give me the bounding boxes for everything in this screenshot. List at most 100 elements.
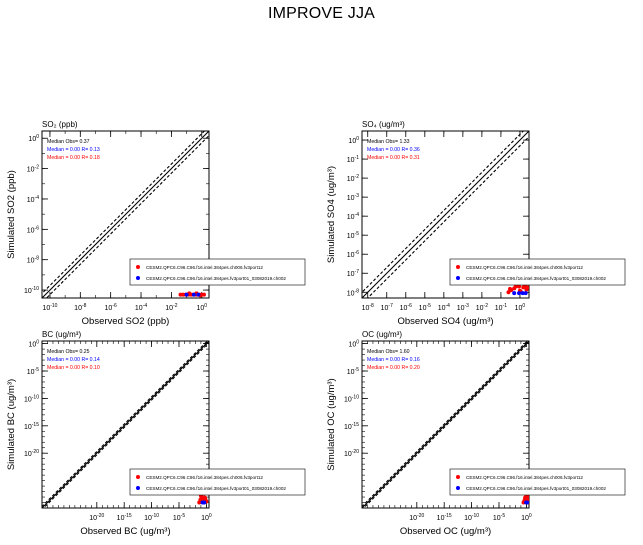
legend-entry-model2: CESM2.QPC6.C96.C96.f16.intel.384pes.fv3p… (466, 276, 606, 281)
x-tick-label: 10-20 (89, 513, 104, 522)
y-tick-label: 10-5 (347, 367, 359, 376)
model2-point (523, 291, 528, 296)
model1-point (203, 496, 208, 501)
x-tick-label: 100 (196, 303, 207, 312)
chart-title: SO₂ (ppb) (42, 120, 78, 129)
model1-point (525, 285, 529, 290)
y-tick-label: 100 (28, 134, 39, 143)
model2-point (520, 291, 525, 296)
x-tick-label: 10-6 (105, 303, 117, 312)
x-tick-label: 10-5 (173, 513, 185, 522)
chart-so2: 10-10 10-8 10-6 10-4 10-2 100 10-10 10-8 10-6 10-… (6, 120, 306, 327)
model2-point (184, 292, 189, 297)
legend-marker-model2 (456, 276, 460, 280)
legend-entry-model1: CESM2.QPC6.C96.C96.f16.intel.384pes.ch00… (146, 475, 263, 480)
y-axis-label: Simulated SO2 (ppb) (6, 170, 17, 259)
one-to-two-line (45, 134, 209, 298)
legend-entry-model2: CESM2.QPC6.C96.C96.f16.intel.384pes.fv3p… (466, 486, 606, 491)
legend-entry-model1: CESM2.QPC6.C96.C96.f16.intel.384pes.ch00… (466, 475, 583, 480)
legend-marker-model2 (136, 276, 140, 280)
model1-point (201, 292, 206, 297)
x-axis-label: Observed SO2 (ppb) (82, 316, 170, 327)
y-tick-label: 10-15 (344, 422, 359, 431)
x-tick-label: 10-10 (42, 303, 57, 312)
legend-marker-model1 (456, 265, 460, 269)
legend-marker-model2 (136, 486, 140, 490)
x-tick-label: 10-5 (419, 303, 431, 312)
legend-box (449, 258, 626, 286)
model1-point (506, 290, 511, 295)
legend-entry-model2: CESM2.QPC6.C96.C96.f16.intel.384pes.fv3p… (146, 276, 286, 281)
one-to-two-line (366, 135, 529, 298)
y-tick-label: 100 (348, 340, 359, 349)
y-tick-label: 100 (348, 136, 359, 145)
y-axis-label: Simulated BC (ug/m³) (6, 379, 17, 470)
x-tick-label: 10-8 (362, 303, 374, 312)
one-to-one-line (42, 341, 209, 508)
plot-frame (41, 340, 210, 509)
legend-marker-model2 (456, 486, 460, 490)
legend-entry-model1: CESM2.QPC6.C96.C96.f16.intel.384pes.ch00… (146, 265, 263, 270)
y-tick-label: 10-8 (347, 288, 359, 297)
legend-box (449, 468, 626, 496)
chart-title: BC (ug/m³) (42, 330, 81, 339)
two-to-one-line (362, 341, 529, 508)
x-tick-label: 10-8 (74, 303, 86, 312)
x-tick-label: 10-1 (495, 303, 507, 312)
legend-marker-model1 (456, 475, 460, 479)
x-tick-label: 10-10 (144, 513, 159, 522)
plot-frame (361, 340, 530, 509)
one-to-one-line (42, 131, 209, 298)
model1-point (517, 284, 522, 289)
one-to-one-line (362, 131, 529, 298)
y-tick-label: 10-5 (27, 367, 39, 376)
x-tick-label: 100 (515, 303, 526, 312)
model2-point (525, 500, 529, 505)
chart-so4: 10-8 10-7 10-6 10-5 10-4 10-3 10-2 10-1 100 10-8 1… (326, 120, 626, 327)
x-tick-label: 10-20 (409, 513, 424, 522)
x-tick-label: 10-15 (437, 513, 452, 522)
x-tick-label: 10-4 (135, 303, 147, 312)
y-tick-label: 10-5 (347, 231, 359, 240)
model1-stats-label: Median = 0.00 R= 0.18 (47, 155, 100, 161)
one-to-one-line (362, 341, 529, 508)
chart-title: SO₄ (ug/m³) (362, 120, 405, 129)
y-tick-label: 10-3 (347, 193, 359, 202)
median-obs-label: Median Obs= 0.25 (47, 349, 90, 355)
one-to-two-line (362, 341, 529, 508)
y-tick-label: 10-4 (27, 195, 39, 204)
model2-stats-label: Median = 0.00 R= 0.16 (367, 357, 420, 363)
chart-bc: 10-20 10-15 10-10 10-5 100 10-20 10-15 10-10 10-… (6, 330, 306, 537)
x-tick-label: 10-2 (476, 303, 488, 312)
two-to-one-line (42, 341, 209, 508)
y-tick-label: 10-6 (347, 250, 359, 259)
legend-box (129, 258, 306, 286)
x-tick-label: 10-10 (464, 513, 479, 522)
model2-point (517, 291, 522, 296)
legend-marker-model1 (136, 265, 140, 269)
y-axis-label: Simulated OC (ug/m³) (326, 378, 337, 470)
two-to-one-line (362, 131, 525, 294)
y-tick-label: 10-10 (24, 394, 39, 403)
median-obs-label: Median Obs= 1.60 (367, 349, 410, 355)
y-tick-label: 10-20 (24, 449, 39, 458)
x-tick-label: 100 (521, 513, 532, 522)
y-tick-label: 10-2 (27, 165, 39, 174)
model1-stats-label: Median = 0.00 R= 0.10 (47, 365, 100, 371)
median-obs-label: Median Obs= 0.37 (47, 139, 90, 145)
y-tick-label: 10-6 (27, 225, 39, 234)
y-tick-label: 10-15 (24, 422, 39, 431)
y-axis-label: Simulated SO4 (ug/m³) (326, 166, 337, 263)
two-to-one-line (42, 131, 206, 295)
y-tick-label: 10-10 (344, 394, 359, 403)
x-axis-label: Observed BC (ug/m³) (80, 526, 170, 537)
chart-oc: 10-20 10-15 10-10 10-5 100 10-20 10-15 10-10 10-… (326, 330, 626, 537)
model2-point (512, 291, 517, 296)
model1-stats-label: Median = 0.00 R= 0.31 (367, 155, 420, 161)
y-tick-label: 10-8 (27, 256, 39, 265)
model1-stats-label: Median = 0.00 R= 0.20 (367, 365, 420, 371)
y-tick-label: 10-1 (347, 155, 359, 164)
model1-point (507, 286, 512, 291)
model2-stats-label: Median = 0.00 R= 0.14 (47, 357, 100, 363)
